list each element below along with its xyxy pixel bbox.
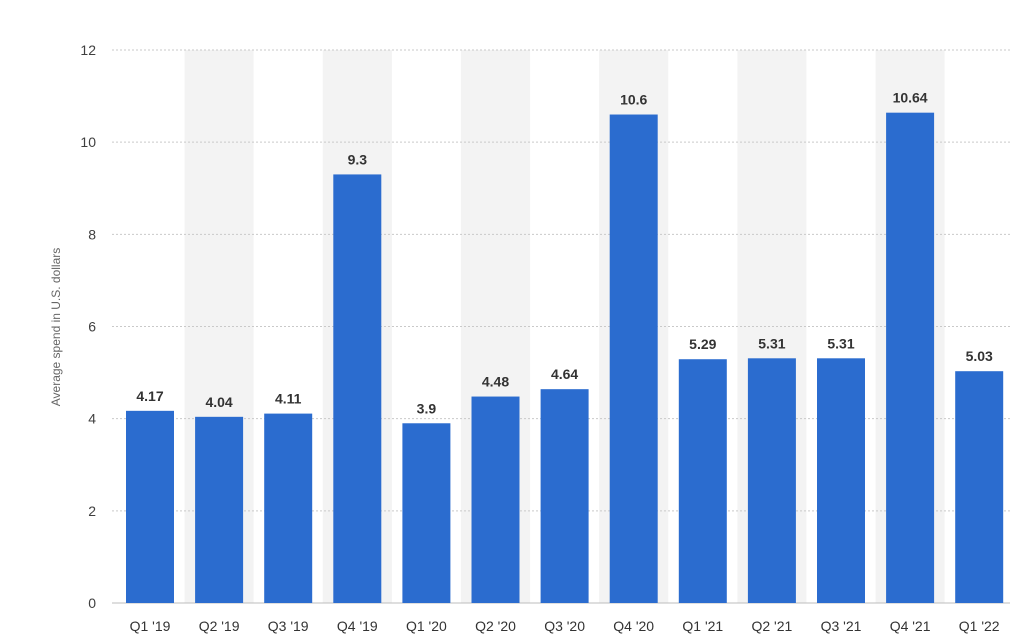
bar xyxy=(678,359,727,603)
x-tick-label: Q1 '22 xyxy=(959,618,1000,634)
bar xyxy=(955,371,1004,603)
bar xyxy=(817,358,865,603)
bar xyxy=(333,174,382,604)
bar xyxy=(886,112,935,603)
bar xyxy=(540,389,589,603)
bar xyxy=(402,423,451,603)
y-tick-label: 8 xyxy=(88,226,96,242)
y-tick-label: 4 xyxy=(88,411,96,427)
data-label: 5.03 xyxy=(966,348,993,364)
data-label: 9.3 xyxy=(348,151,368,167)
data-label: 5.29 xyxy=(689,336,716,352)
data-label: 3.9 xyxy=(417,400,437,416)
x-tick-label: Q1 '20 xyxy=(406,618,447,634)
x-tick-label: Q4 '19 xyxy=(337,618,378,634)
data-label: 4.04 xyxy=(205,394,232,410)
bar xyxy=(471,396,520,603)
data-label: 4.11 xyxy=(275,391,302,407)
bar xyxy=(609,114,658,604)
y-axis-ticks: 0 2 4 6 8 10 12 xyxy=(80,42,96,611)
data-label: 5.31 xyxy=(758,335,785,351)
data-label: 4.17 xyxy=(136,388,163,404)
x-tick-label: Q3 '19 xyxy=(268,618,309,634)
y-tick-label: 0 xyxy=(88,595,96,611)
x-tick-label: Q3 '21 xyxy=(821,618,862,634)
bars xyxy=(126,112,1004,604)
x-tick-label: Q4 '21 xyxy=(890,618,931,634)
y-tick-label: 10 xyxy=(80,134,96,150)
x-axis-labels: Q1 '19 Q2 '19 Q3 '19 Q4 '19 Q1 '20 Q2 '20 Q3 '… xyxy=(130,618,1000,634)
x-tick-label: Q2 '19 xyxy=(199,618,240,634)
data-label: 10.64 xyxy=(893,90,928,106)
bar xyxy=(195,416,244,603)
y-axis-title: Average spend in U.S. dollars xyxy=(49,248,63,407)
bar xyxy=(126,410,174,603)
x-tick-label: Q3 '20 xyxy=(544,618,585,634)
data-label: 4.48 xyxy=(482,374,509,390)
data-labels: 4.17 4.04 4.11 9.3 3.9 4.48 4.64 10.6 5.29 5.31 5.… xyxy=(136,90,993,417)
bar xyxy=(264,413,313,603)
x-tick-label: Q2 '21 xyxy=(751,618,792,634)
x-tick-label: Q4 '20 xyxy=(613,618,654,634)
data-label: 5.31 xyxy=(827,335,854,351)
y-tick-label: 12 xyxy=(80,42,96,58)
x-tick-label: Q1 '21 xyxy=(682,618,723,634)
x-tick-label: Q1 '19 xyxy=(130,618,171,634)
y-tick-label: 6 xyxy=(88,319,96,335)
data-label: 4.64 xyxy=(551,366,578,382)
y-tick-label: 2 xyxy=(88,503,96,519)
bar xyxy=(747,358,796,603)
x-tick-label: Q2 '20 xyxy=(475,618,516,634)
gridlines xyxy=(112,49,1010,604)
data-label: 10.6 xyxy=(620,92,647,108)
